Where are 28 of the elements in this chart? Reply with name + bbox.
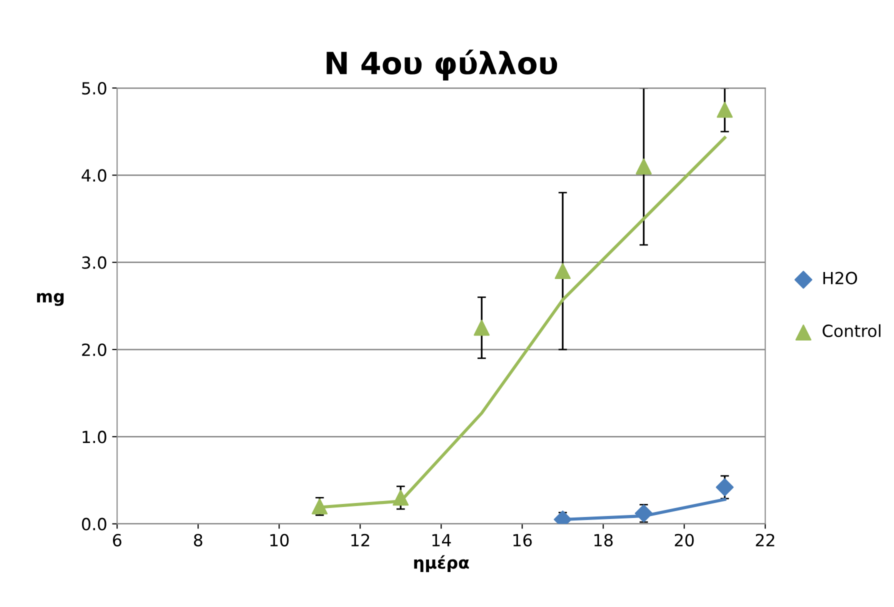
x-tick-label: 6: [112, 534, 122, 546]
x-tick-label: 16: [513, 534, 532, 546]
point: [474, 320, 490, 336]
point: [634, 504, 653, 522]
x-tick-label: 10: [270, 534, 289, 546]
x-tick-label: 18: [594, 534, 613, 546]
y-tick-label: 5.0: [82, 82, 106, 95]
x-tick-label: 8: [194, 534, 202, 546]
x-tick-label: 14: [432, 534, 451, 546]
point: [554, 263, 571, 280]
point: [392, 490, 409, 506]
y-tick-label: 4.0: [82, 169, 106, 182]
x-tick-label: 12: [351, 534, 370, 546]
x-tick-label: 20: [674, 534, 694, 546]
point: [312, 498, 328, 514]
point: [716, 102, 733, 118]
y-tick-label: 2.0: [82, 343, 106, 356]
x-tick-label: 22: [756, 534, 774, 546]
point: [716, 478, 734, 496]
y-tick-label: 3.0: [82, 256, 106, 269]
x-axis-title: ημέρα: [414, 555, 469, 572]
y-tick-label: 0.0: [82, 518, 106, 530]
point: [636, 158, 652, 174]
legend-label: Control: [822, 324, 880, 338]
chart-title: N 4ου φύλλου: [326, 50, 558, 80]
y-tick-label: 1.0: [82, 430, 106, 444]
y-axis-title: mg: [37, 293, 64, 306]
legend-label: H2O: [823, 272, 858, 284]
